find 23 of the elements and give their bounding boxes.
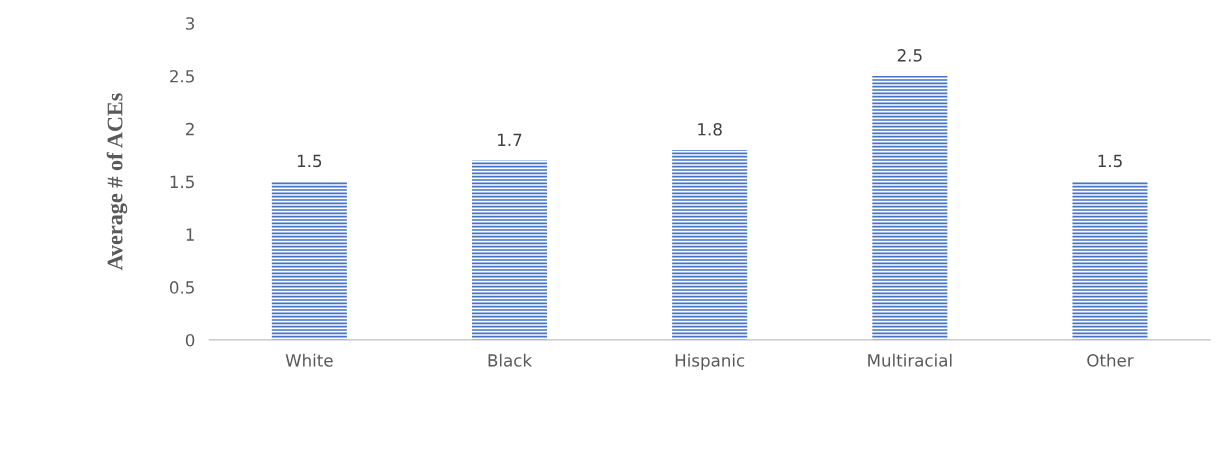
bar — [672, 149, 748, 340]
x-tick-label: White — [285, 353, 333, 367]
x-tick-label: Black — [488, 353, 533, 367]
bar — [1072, 181, 1148, 340]
data-label: 1.7 — [498, 133, 522, 146]
y-tick-label: 1 — [186, 228, 194, 241]
y-tick-label: 1.5 — [170, 175, 194, 189]
y-tick-label: 3 — [186, 17, 195, 30]
data-label: 1.5 — [297, 154, 322, 168]
x-tick-label: Hispanic — [675, 353, 745, 370]
bar — [872, 76, 948, 340]
y-axis-title: Average # of ACEs — [106, 93, 128, 271]
data-label: 1.8 — [698, 122, 722, 136]
y-tick-label: 0 — [185, 333, 195, 347]
bar — [471, 160, 548, 340]
x-tick-label: Multiracial — [868, 353, 952, 367]
x-tick-label: Other — [1087, 353, 1134, 367]
data-label: 1.5 — [1098, 154, 1122, 168]
y-tick-label: 2.5 — [170, 69, 194, 83]
y-tick-label: 0.5 — [169, 281, 194, 294]
bar — [271, 181, 347, 340]
data-label: 2.5 — [897, 49, 922, 62]
y-tick-label: 2 — [186, 122, 194, 136]
